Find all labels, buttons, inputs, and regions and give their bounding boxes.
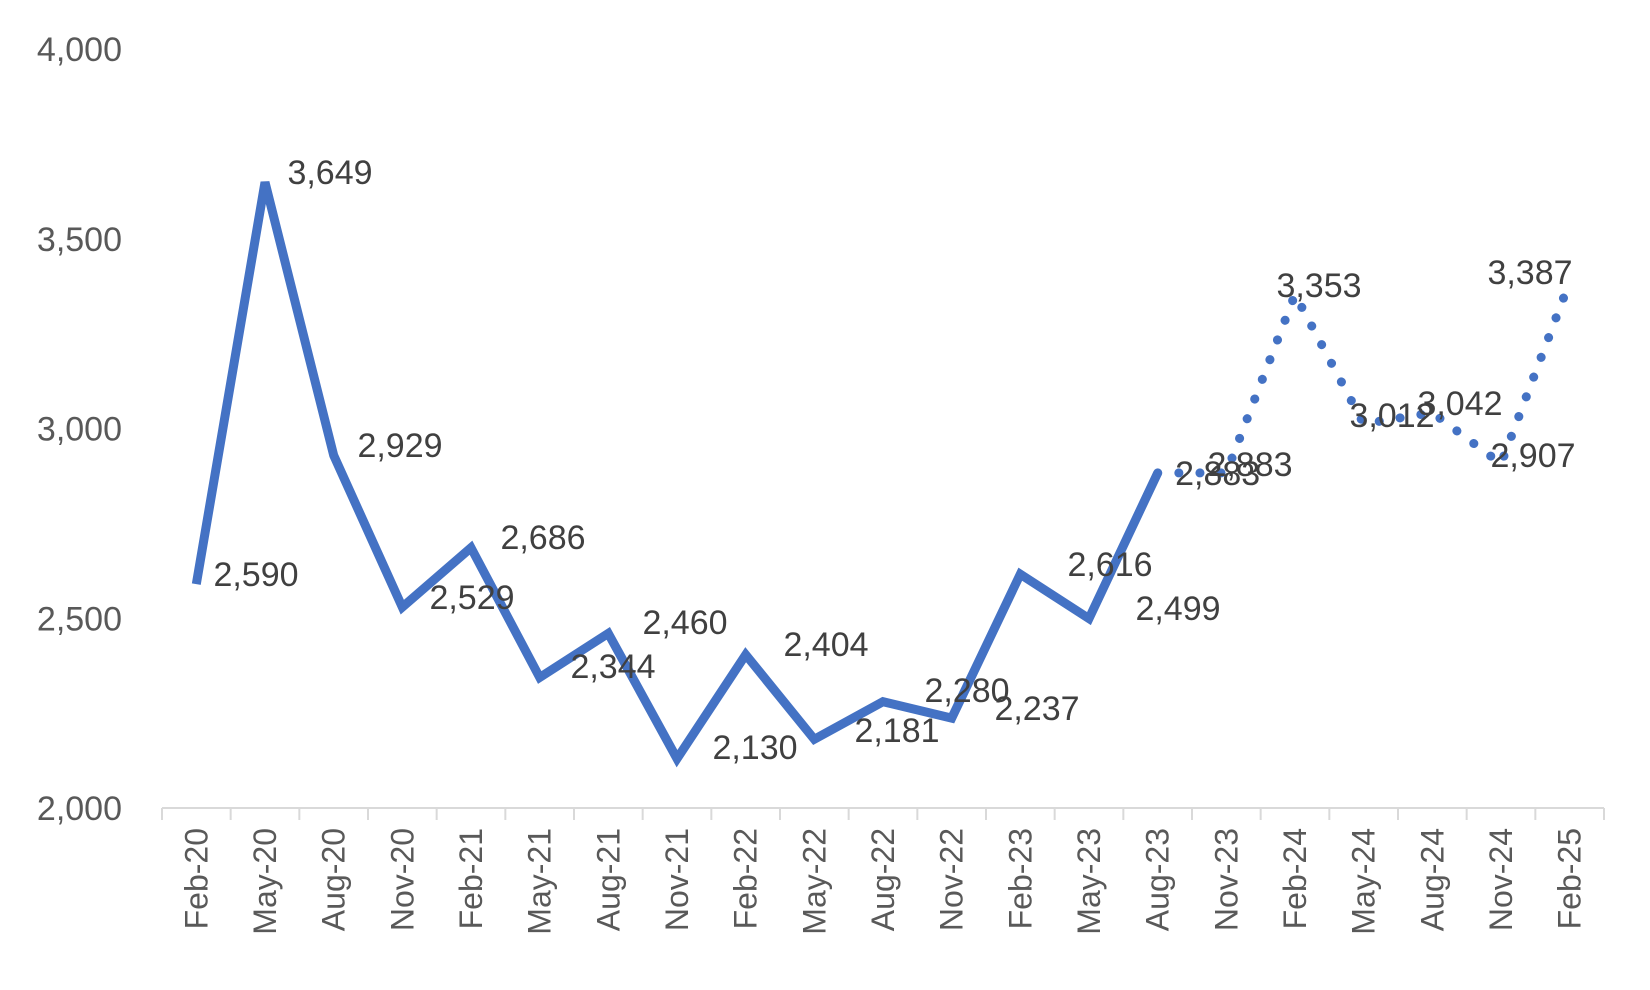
- x-tick-label: Aug-23: [1140, 828, 1176, 931]
- x-tick-label: Nov-21: [659, 828, 695, 931]
- data-label: 2,883: [1175, 455, 1260, 493]
- y-tick-label: 3,500: [37, 221, 122, 259]
- data-label: 3,649: [287, 154, 372, 192]
- data-label: 2,616: [1067, 546, 1152, 584]
- x-tick-label: Nov-22: [934, 828, 970, 931]
- series-lines: [191, 181, 1575, 768]
- data-label: 2,181: [854, 712, 939, 750]
- x-tick-label: May-20: [247, 828, 283, 935]
- x-tick-label: May-21: [522, 828, 558, 935]
- data-label: 2,404: [783, 626, 868, 664]
- data-label: 3,353: [1276, 267, 1361, 305]
- axes: 2,000 2,500 3,000 3,500 4,000 Feb-20 May-20 Aug…: [37, 31, 1605, 935]
- x-tick-label: Nov-24: [1483, 828, 1519, 931]
- x-tick-label: Feb-22: [728, 828, 764, 929]
- data-label: 3,042: [1417, 385, 1502, 423]
- x-tick-label: Feb-21: [453, 828, 489, 929]
- y-tick-label: 2,000: [37, 790, 122, 828]
- data-label: 2,280: [924, 672, 1009, 710]
- x-tick-label: May-23: [1071, 828, 1107, 935]
- x-tick-label: Aug-20: [316, 828, 352, 931]
- x-tick-label: Nov-20: [384, 828, 420, 931]
- data-label: 2,130: [712, 729, 797, 767]
- data-label: 2,460: [642, 604, 727, 642]
- data-label: 2,590: [213, 556, 298, 594]
- data-label: 2,237: [994, 690, 1079, 728]
- data-label: 2,344: [570, 648, 655, 686]
- x-tick-label: May-24: [1346, 828, 1382, 935]
- x-tick-label: Feb-24: [1277, 828, 1313, 929]
- data-labels: 2,590 3,649 2,929 2,529 2,686 2,344 2,460 2,130…: [213, 154, 1575, 767]
- x-tick-label: Aug-22: [865, 828, 901, 931]
- x-tick-label: Feb-23: [1002, 828, 1038, 929]
- data-label: 2,907: [1490, 437, 1575, 475]
- y-tick-label: 4,000: [37, 31, 122, 69]
- x-tick-label: Feb-25: [1552, 828, 1588, 929]
- data-label: 3,012: [1349, 397, 1434, 435]
- data-label: 2,529: [429, 579, 514, 617]
- data-label: 2,499: [1135, 590, 1220, 628]
- x-tick-label: Aug-21: [590, 828, 626, 931]
- y-tick-label: 2,500: [37, 600, 122, 638]
- x-tick-label: Feb-20: [178, 828, 214, 929]
- data-label: 2,686: [500, 519, 585, 557]
- series-line-solid: [191, 181, 1162, 768]
- data-label: 2,929: [357, 427, 442, 465]
- x-tick-label: Aug-24: [1414, 828, 1450, 931]
- x-tick-label: May-22: [796, 828, 832, 935]
- data-label: 2,883: [1207, 446, 1292, 484]
- data-label: 3,387: [1487, 254, 1572, 292]
- x-tick-label: Nov-23: [1208, 828, 1244, 931]
- y-tick-label: 3,000: [37, 411, 122, 449]
